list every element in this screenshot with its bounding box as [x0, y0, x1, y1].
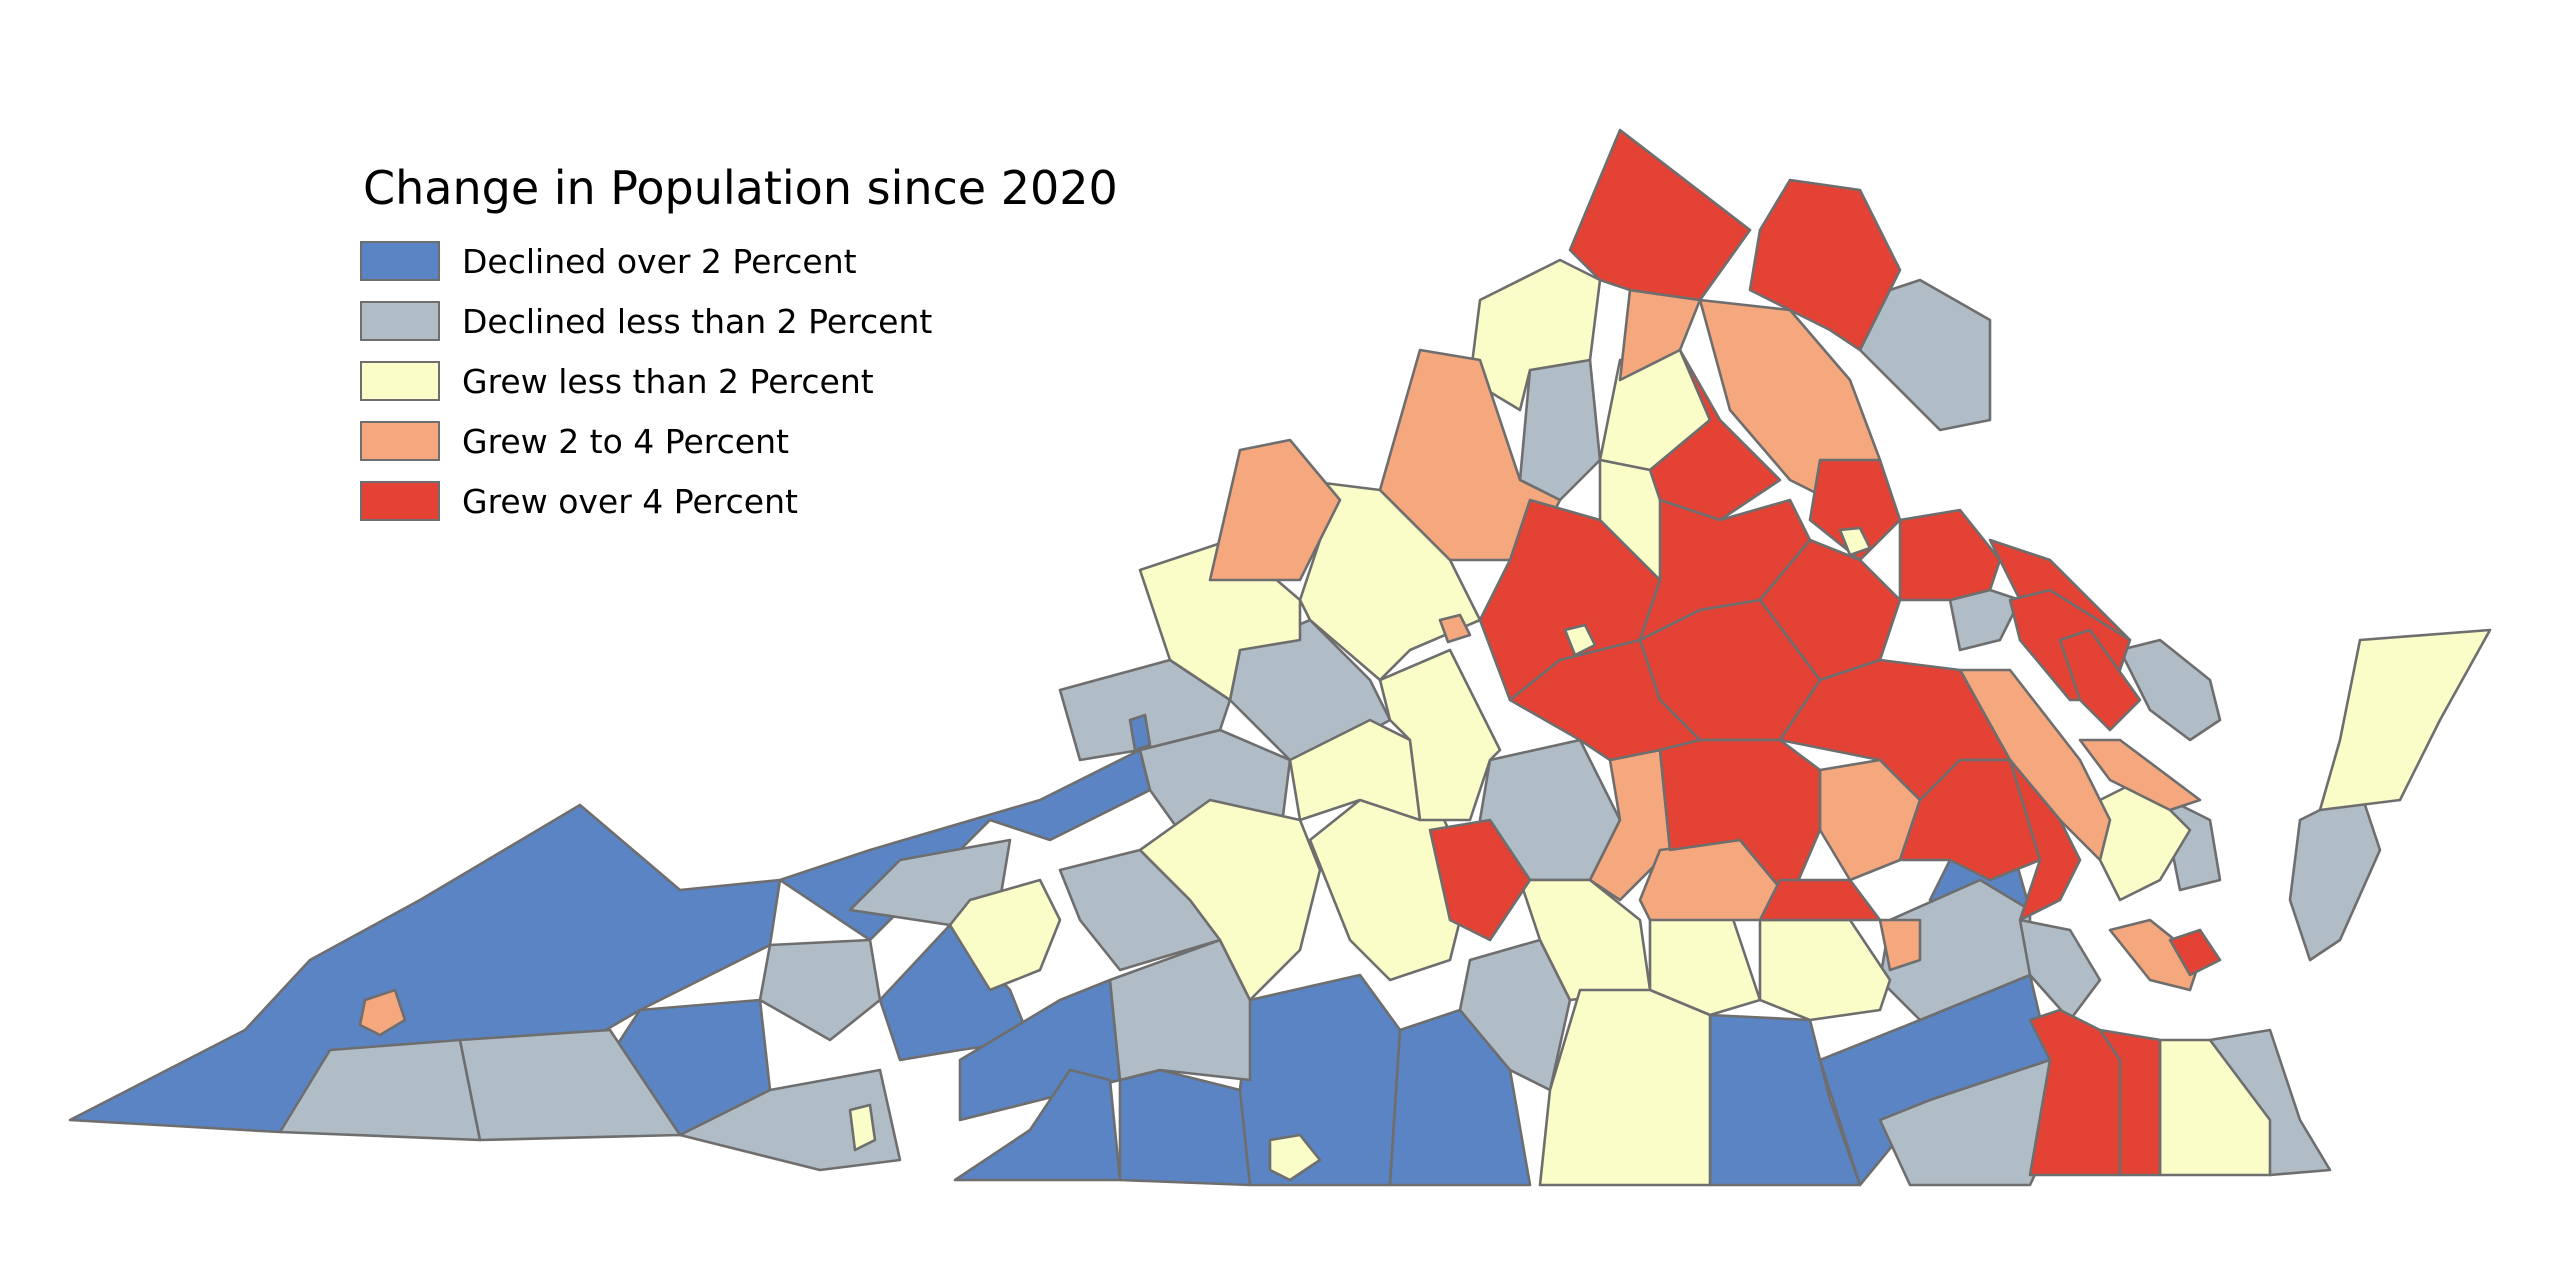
- county-region: [2168, 928, 2222, 977]
- county-region: [1658, 738, 1822, 902]
- county-region: [1808, 458, 1902, 562]
- legend-swatch: [360, 241, 440, 281]
- county-region: [1568, 128, 1752, 302]
- legend-item-declined-over-2: Declined over 2 Percent: [360, 231, 1118, 291]
- county-region: [1378, 648, 1502, 822]
- county-region: [1438, 613, 1472, 644]
- county-region: [948, 878, 1062, 992]
- county-region: [2078, 738, 2202, 812]
- county-region: [1128, 713, 1152, 752]
- county-region: [1268, 1133, 1322, 1182]
- county-region: [1898, 508, 2002, 602]
- legend-swatch: [360, 481, 440, 521]
- county-region: [848, 1103, 877, 1152]
- county-region: [953, 1068, 1122, 1182]
- county-region: [758, 938, 882, 1042]
- county-region: [1118, 1068, 1252, 1187]
- legend-label: Declined over 2 Percent: [462, 241, 857, 281]
- county-region: [2118, 638, 2222, 742]
- county-region: [2318, 628, 2492, 812]
- legend-item-grew-over-4: Grew over 4 Percent: [360, 471, 1118, 531]
- map-legend: Change in Population since 2020 Declined…: [360, 155, 1118, 531]
- legend-swatch: [360, 421, 440, 461]
- county-region: [1838, 526, 1872, 557]
- legend-label: Grew less than 2 Percent: [462, 361, 874, 401]
- county-region: [678, 1068, 902, 1172]
- county-region: [1138, 798, 1322, 1002]
- county-region: [1758, 878, 1882, 922]
- county-region: [358, 988, 407, 1037]
- county-region: [1238, 973, 1402, 1187]
- legend-item-grew-2-to-4: Grew 2 to 4 Percent: [360, 411, 1118, 471]
- county-region: [1208, 438, 1342, 582]
- county-region: [1428, 818, 1532, 942]
- legend-swatch: [360, 301, 440, 341]
- legend-label: Grew over 4 Percent: [462, 481, 798, 521]
- legend-item-grew-under-2: Grew less than 2 Percent: [360, 351, 1118, 411]
- county-region: [1748, 178, 1902, 352]
- county-region: [1538, 988, 1712, 1187]
- county-region: [2108, 918, 2202, 992]
- legend-swatch: [360, 361, 440, 401]
- legend-label: Grew 2 to 4 Percent: [462, 421, 789, 461]
- legend-item-declined-under-2: Declined less than 2 Percent: [360, 291, 1118, 351]
- county-region: [1563, 623, 1597, 657]
- county-region: [2058, 628, 2142, 732]
- county-region: [2098, 1028, 2162, 1177]
- county-region: [2288, 788, 2382, 962]
- county-region: [2018, 918, 2102, 1022]
- county-region: [1758, 918, 1892, 1022]
- legend-label: Declined less than 2 Percent: [462, 301, 933, 341]
- county-region: [1518, 358, 1602, 502]
- county-region: [1878, 918, 1922, 972]
- legend-title: Change in Population since 2020: [363, 161, 1118, 215]
- county-region: [2008, 758, 2082, 922]
